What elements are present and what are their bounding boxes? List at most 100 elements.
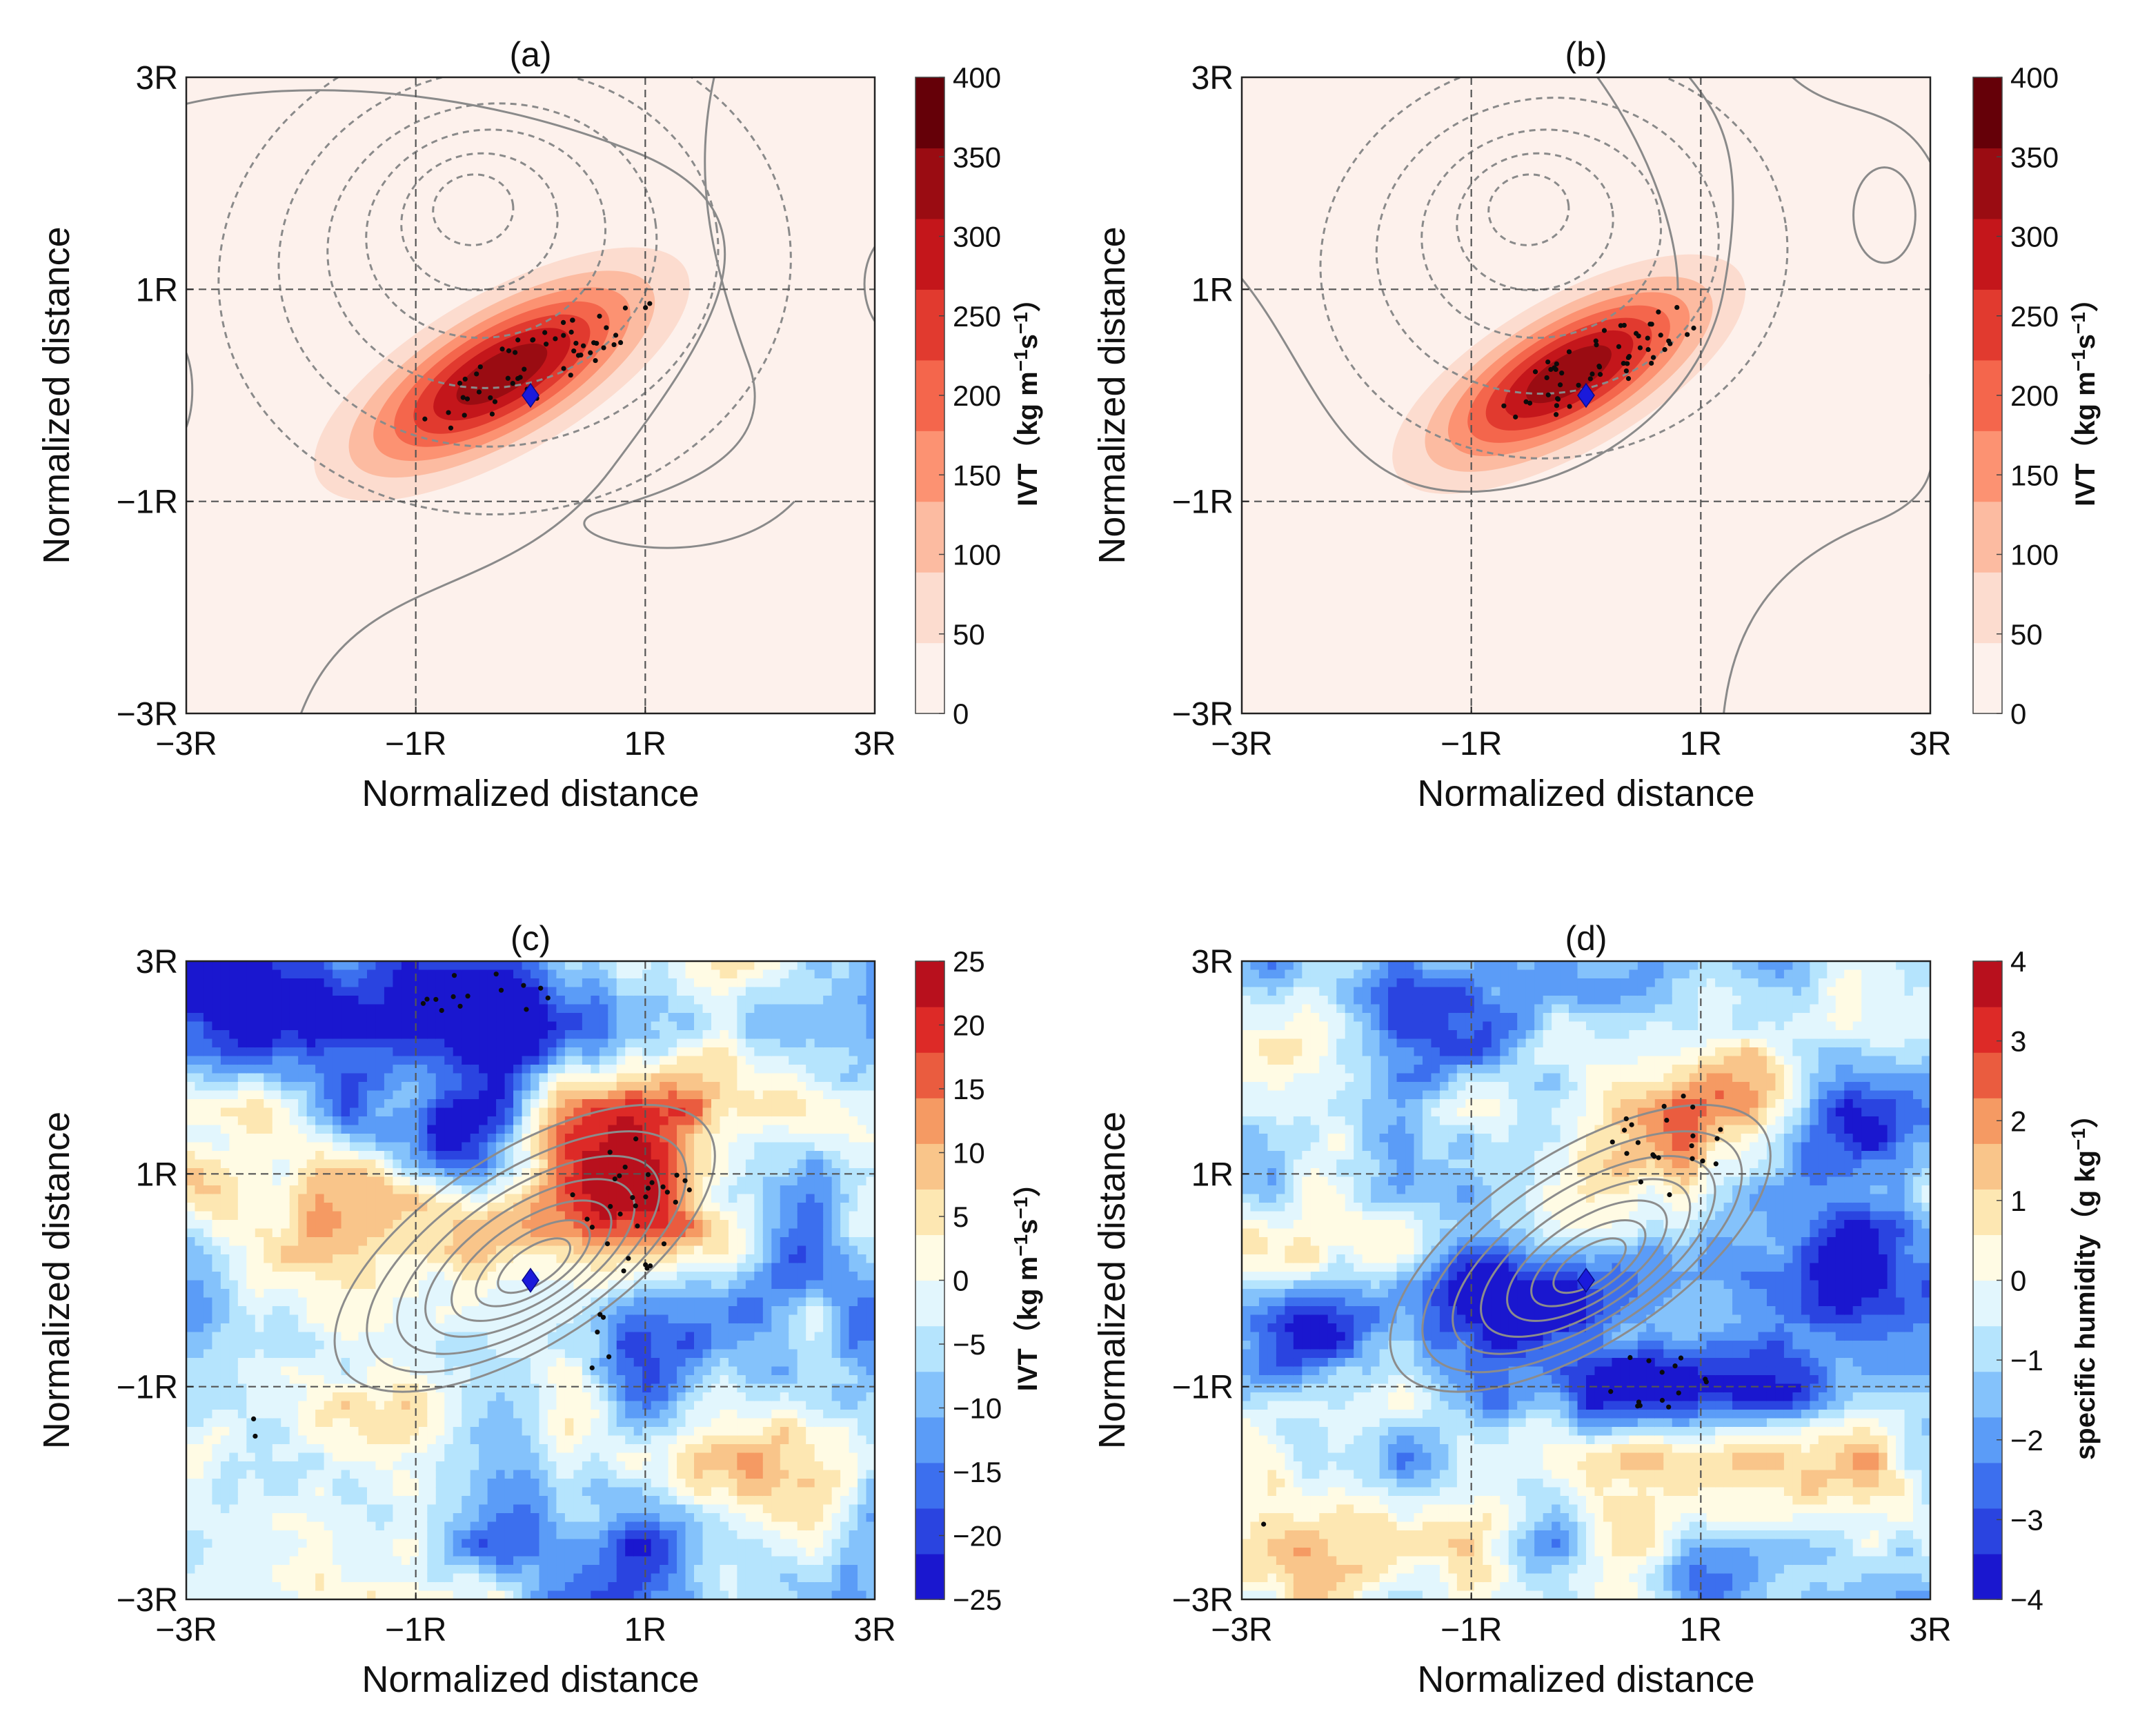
heatmap-cell	[668, 1280, 677, 1290]
heatmap-cell	[625, 1444, 635, 1454]
heatmap-cell	[685, 1272, 695, 1281]
heatmap-cell	[212, 1254, 221, 1264]
heatmap-cell	[513, 1590, 523, 1599]
heatmap-cell	[324, 1004, 333, 1014]
heatmap-cell	[531, 1203, 540, 1212]
heatmap-cell	[720, 1073, 729, 1083]
heatmap-cell	[289, 1263, 299, 1272]
heatmap-cell	[599, 1358, 609, 1368]
heatmap-cell	[410, 1418, 419, 1428]
heatmap-cell	[212, 1539, 221, 1548]
heatmap-cell	[720, 1203, 729, 1212]
heatmap-cell	[264, 1383, 273, 1393]
heatmap-cell	[418, 1427, 428, 1437]
colorbar-label-part: kg m	[2070, 371, 2101, 435]
heatmap-cell	[186, 1254, 196, 1264]
heatmap-cell	[393, 1176, 402, 1186]
heatmap-cell	[547, 1530, 557, 1540]
heatmap-cell	[539, 1573, 548, 1583]
heatmap-cell	[487, 1582, 497, 1592]
heatmap-cell	[685, 1565, 695, 1575]
heatmap-cell	[341, 1323, 350, 1333]
heatmap-cell	[513, 1151, 523, 1161]
heatmap-cell	[608, 1323, 617, 1333]
heatmap-cell	[573, 969, 583, 979]
heatmap-cell	[531, 1159, 540, 1169]
heatmap-cell	[677, 1410, 686, 1419]
heatmap-cell	[237, 1245, 248, 1255]
heatmap-cell	[427, 1134, 437, 1143]
heatmap-cell	[487, 1047, 497, 1057]
heatmap-cell	[513, 1375, 523, 1385]
heatmap-cell	[504, 1013, 514, 1023]
heatmap-cell	[435, 987, 446, 996]
heatmap-cell	[660, 969, 669, 979]
heatmap-cell	[633, 1194, 643, 1203]
heatmap-cell	[333, 1582, 342, 1592]
heatmap-cell	[375, 1452, 385, 1462]
heatmap-cell	[496, 1573, 506, 1583]
heatmap-cell	[324, 1565, 333, 1575]
heatmap-cell	[393, 1341, 402, 1350]
heatmap-cell	[384, 1401, 394, 1410]
heatmap-cell	[668, 1176, 677, 1186]
heatmap-cell	[677, 1461, 686, 1471]
heatmap-cell	[393, 1134, 402, 1143]
heatmap-cell	[642, 1427, 652, 1437]
heatmap-cell	[470, 1168, 479, 1178]
heatmap-cell	[462, 1116, 471, 1126]
heatmap-cell	[453, 1582, 462, 1592]
heatmap-cell	[591, 1116, 600, 1126]
heatmap-cell	[547, 1159, 557, 1169]
heatmap-cell	[599, 1444, 609, 1454]
heatmap-cell	[677, 1116, 686, 1126]
heatmap-cell	[384, 1332, 394, 1341]
heatmap-cell	[556, 1470, 566, 1479]
heatmap-cell	[711, 1582, 721, 1592]
heatmap-cell	[453, 1289, 462, 1299]
heatmap-cell	[608, 1065, 617, 1074]
heatmap-cell	[685, 1073, 695, 1083]
heatmap-cell	[487, 1521, 497, 1531]
heatmap-cell	[539, 1461, 548, 1471]
heatmap-cell	[375, 1272, 385, 1281]
heatmap-cell	[220, 1452, 230, 1462]
heatmap-cell	[358, 1176, 368, 1186]
heatmap-cell	[212, 978, 221, 988]
heatmap-cell	[186, 1341, 196, 1350]
heatmap-cell	[591, 1168, 600, 1178]
heatmap-cell	[685, 1038, 695, 1048]
heatmap-cell	[315, 1487, 325, 1497]
heatmap-cell	[582, 1030, 592, 1040]
heatmap-cell	[513, 1548, 523, 1557]
heatmap-cell	[384, 1254, 394, 1264]
heatmap-cell	[651, 1073, 660, 1083]
heatmap-cell	[315, 1004, 325, 1014]
heatmap-cell	[582, 1452, 592, 1462]
heatmap-cell	[496, 1582, 506, 1592]
heatmap-cell	[281, 1401, 290, 1410]
heatmap-cell	[186, 1082, 196, 1092]
significance-dot	[1553, 366, 1558, 373]
heatmap-cell	[298, 1487, 308, 1497]
heatmap-cell	[668, 1272, 677, 1281]
heatmap-cell	[444, 1573, 454, 1583]
heatmap-cell	[487, 1056, 497, 1065]
heatmap-cell	[203, 1263, 213, 1272]
heatmap-cell	[306, 1306, 316, 1316]
heatmap-cell	[573, 1030, 583, 1040]
colorbar-segment	[915, 77, 944, 149]
heatmap-cell	[487, 1107, 497, 1117]
heatmap-cell	[229, 1314, 239, 1324]
heatmap-cell	[547, 1383, 557, 1393]
heatmap-cell	[677, 1582, 686, 1592]
heatmap-cell	[702, 1297, 712, 1307]
heatmap-cell	[272, 1410, 282, 1419]
heatmap-cell	[462, 1134, 471, 1143]
heatmap-cell	[229, 1073, 239, 1083]
heatmap-cell	[513, 1099, 523, 1109]
heatmap-cell	[350, 961, 359, 971]
heatmap-cell	[358, 1107, 368, 1117]
heatmap-cell	[479, 1211, 488, 1221]
heatmap-cell	[582, 1392, 592, 1402]
